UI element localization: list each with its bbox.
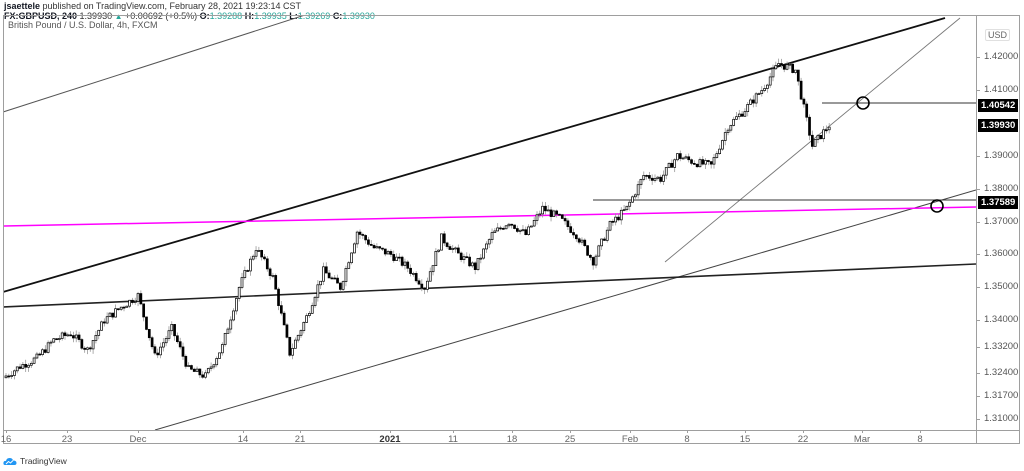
time-tick (453, 430, 454, 433)
author-name[interactable]: jsaettele (4, 1, 41, 11)
time-tick (67, 430, 68, 433)
price-tick (976, 188, 980, 190)
price-tick (976, 372, 980, 374)
time-tick (570, 430, 571, 433)
time-label: 15 (739, 434, 751, 445)
time-label: Mar (853, 434, 871, 445)
low-value: 1.39269 (297, 11, 331, 21)
time-axis-separator (3, 430, 1020, 431)
time-label: Feb (621, 434, 639, 445)
time-label: 11 (448, 434, 458, 445)
lower-channel-trendline (154, 189, 976, 430)
time-label: 22 (797, 434, 809, 445)
price-tick (976, 346, 980, 348)
time-label: 8 (684, 434, 690, 445)
magenta-trendline (4, 206, 976, 227)
publish-info: jsaettele published on TradingView.com, … (4, 1, 301, 11)
price-badge: 1.39930 (978, 119, 1019, 133)
time-label: Dec (129, 434, 147, 445)
price-badge: 1.40542 (978, 98, 1019, 112)
price-axis-separator (976, 15, 977, 444)
symbol-info-bar: FX:GBPUSD, 240 1.39930 ▲ +0.00692 (+0.5%… (4, 11, 375, 21)
close-value: 1.39930 (342, 11, 375, 21)
symbol-label: FX:GBPUSD, 240 (4, 11, 78, 21)
time-tick (390, 430, 391, 433)
tradingview-logo[interactable]: TradingView (3, 456, 67, 466)
circle-marker-lower (930, 199, 944, 213)
last-price: 1.39930 (79, 11, 113, 21)
time-tick (630, 430, 631, 433)
time-tick (300, 430, 301, 433)
price-label: 1.33200 (984, 340, 1019, 352)
price-label: 1.32400 (984, 366, 1019, 378)
time-tick (6, 430, 7, 433)
time-label: 14 (237, 434, 249, 445)
time-tick (920, 430, 921, 433)
outer-upper-trendline (4, 16, 304, 113)
tradingview-cloud-icon (3, 457, 17, 465)
time-tick (138, 430, 139, 433)
price-label: 1.41000 (984, 83, 1019, 95)
price-tick (976, 155, 980, 157)
circle-marker-upper (856, 96, 870, 110)
time-tick (803, 430, 804, 433)
time-tick (687, 430, 688, 433)
time-tick (512, 430, 513, 433)
price-label: 1.31700 (984, 389, 1019, 401)
price-tick (976, 395, 980, 397)
price-tick (976, 254, 980, 256)
up-arrow-icon: ▲ (114, 12, 123, 21)
time-label: 2021 (379, 434, 401, 445)
price-tick (976, 221, 980, 223)
time-tick (243, 430, 244, 433)
time-label: 18 (506, 434, 518, 445)
currency-label[interactable]: USD (985, 29, 1011, 41)
price-badge: 1.37589 (978, 196, 1019, 210)
price-label: 1.42000 (984, 51, 1019, 62)
price-tick (976, 57, 980, 58)
price-label: 1.37000 (984, 215, 1019, 227)
price-tick (976, 320, 980, 322)
time-label: 21 (294, 434, 306, 445)
price-tick (976, 89, 980, 91)
mid-support-trendline (4, 263, 976, 308)
time-label: 23 (61, 434, 73, 445)
chart-frame (3, 15, 1020, 444)
chart-title: British Pound / U.S. Dollar, 4h, FXCM (8, 20, 158, 30)
published-text: published on TradingView.com, February 2… (42, 1, 302, 11)
price-change: +0.00692 (+0.5%) (125, 11, 198, 21)
price-tick (976, 418, 980, 420)
time-label: 16 (0, 434, 12, 445)
time-tick (862, 430, 863, 433)
price-label: 1.35000 (984, 281, 1019, 293)
price-label: 1.34000 (984, 314, 1019, 326)
price-label: 1.31000 (984, 412, 1019, 424)
high-value: 1.39935 (254, 11, 287, 21)
price-label: 1.38000 (984, 182, 1019, 194)
open-value: 1.39288 (209, 11, 243, 21)
time-tick (745, 430, 746, 433)
brand-label: TradingView (20, 456, 67, 466)
candlestick-series (4, 58, 831, 380)
price-tick (976, 287, 980, 289)
time-label: 25 (564, 434, 576, 445)
upper-channel-trendline (4, 17, 946, 293)
price-label: 1.39000 (984, 149, 1019, 161)
time-label: 8 (917, 434, 923, 445)
price-label: 1.36000 (984, 248, 1019, 260)
